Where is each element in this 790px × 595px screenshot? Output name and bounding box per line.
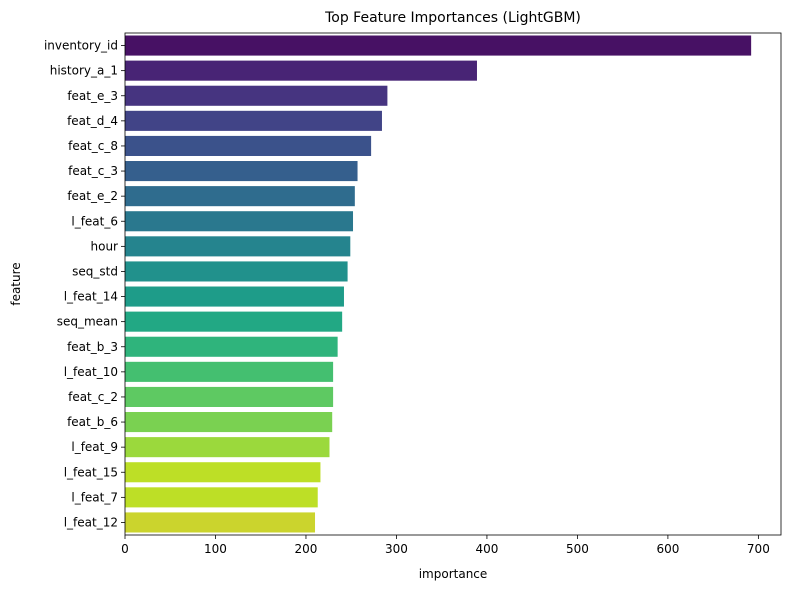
bar-seq_mean: [125, 311, 343, 332]
y-tick-label: feat_d_4: [67, 114, 118, 128]
y-tick-label: history_a_1: [50, 64, 118, 78]
y-tick-label: l_feat_7: [71, 490, 118, 504]
y-tick-label: inventory_id: [44, 39, 118, 53]
bar-inventory_id: [125, 35, 752, 56]
y-tick-label: feat_c_8: [68, 139, 118, 153]
y-tick-label: feat_b_3: [67, 340, 118, 354]
chart-title: Top Feature Importances (LightGBM): [324, 10, 581, 26]
x-tick-label: 0: [121, 542, 129, 556]
bar-feat_b_6: [125, 412, 333, 433]
y-axis-label: feature: [9, 262, 23, 305]
bar-hour: [125, 236, 351, 257]
y-tick-label: seq_std: [72, 264, 118, 278]
plot-frame: [124, 32, 782, 536]
bar-l_feat_6: [125, 211, 354, 232]
x-tick-label: 600: [656, 542, 679, 556]
bar-seq_std: [125, 261, 348, 282]
x-axis-label: importance: [419, 567, 488, 581]
y-tick-label: feat_b_6: [67, 415, 118, 429]
bar-feat_d_4: [125, 110, 382, 131]
bar-feat_c_8: [125, 135, 372, 156]
bar-l_feat_12: [125, 512, 316, 533]
y-tick-label: feat_e_3: [67, 89, 118, 103]
bar-feat_e_2: [125, 186, 355, 207]
x-tick-label: 400: [475, 542, 498, 556]
y-tick-label: l_feat_9: [71, 440, 118, 454]
bar-history_a_1: [125, 60, 477, 81]
y-tick-label: l_feat_6: [71, 214, 118, 228]
y-tick-label: feat_c_2: [68, 390, 118, 404]
bar-l_feat_15: [125, 462, 321, 483]
y-tick-label: feat_e_2: [67, 189, 118, 203]
bar-feat_b_3: [125, 336, 338, 357]
bar-feat_c_3: [125, 161, 358, 182]
y-tick-label: seq_mean: [57, 315, 118, 329]
y-tick-label: hour: [91, 239, 119, 253]
y-tick-label: feat_c_3: [68, 164, 118, 178]
bar-l_feat_14: [125, 286, 344, 307]
bar-l_feat_10: [125, 361, 334, 382]
bar-feat_c_2: [125, 386, 334, 407]
x-tick-label: 300: [385, 542, 408, 556]
x-tick-label: 700: [747, 542, 770, 556]
y-tick-label: l_feat_14: [64, 290, 118, 304]
bar-feat_e_3: [125, 85, 388, 106]
x-tick-label: 500: [566, 542, 589, 556]
y-tick-label: l_feat_12: [64, 515, 118, 529]
y-tick-label: l_feat_15: [64, 465, 118, 479]
bars-layer: [125, 35, 752, 533]
x-tick-label: 100: [204, 542, 227, 556]
axes-layer: inventory_id history_a_1 feat_e_3 feat_d_4f…: [44, 32, 782, 556]
bar-l_feat_7: [125, 487, 318, 508]
bar-l_feat_9: [125, 437, 330, 458]
y-tick-label: l_feat_10: [64, 365, 118, 379]
x-tick-label: 200: [295, 542, 318, 556]
